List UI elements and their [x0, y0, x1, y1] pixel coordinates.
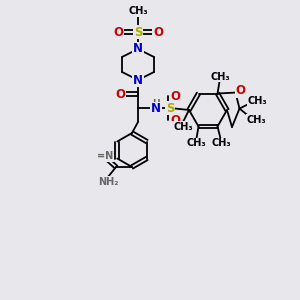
Text: CH₃: CH₃ [128, 6, 148, 16]
Text: S: S [166, 101, 174, 115]
Text: CH₃: CH₃ [173, 122, 193, 132]
Text: N: N [151, 103, 161, 116]
Text: O: O [153, 26, 163, 38]
Text: S: S [134, 26, 142, 38]
Text: O: O [113, 26, 123, 38]
Text: =N: =N [97, 151, 113, 161]
Text: O: O [115, 88, 125, 100]
Text: CH₃: CH₃ [247, 115, 266, 124]
Text: CH₃: CH₃ [248, 95, 267, 106]
Text: CH₃: CH₃ [211, 71, 230, 82]
Text: NH₂: NH₂ [98, 177, 118, 187]
Text: H: H [152, 100, 160, 109]
Text: O: O [170, 89, 180, 103]
Text: N: N [133, 74, 143, 86]
Text: CH₃: CH₃ [212, 139, 231, 148]
Text: O: O [236, 84, 245, 97]
Text: CH₃: CH₃ [187, 139, 206, 148]
Text: O: O [170, 113, 180, 127]
Text: N: N [133, 43, 143, 56]
